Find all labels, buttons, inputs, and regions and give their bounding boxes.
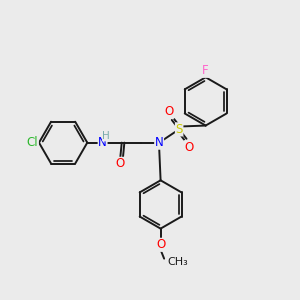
Text: Cl: Cl bbox=[27, 136, 38, 149]
Text: F: F bbox=[202, 64, 209, 77]
Text: O: O bbox=[185, 141, 194, 154]
Text: H: H bbox=[102, 131, 110, 141]
Text: N: N bbox=[98, 136, 107, 149]
Text: O: O bbox=[164, 105, 173, 118]
Text: N: N bbox=[155, 136, 164, 149]
Text: O: O bbox=[116, 157, 125, 170]
Text: S: S bbox=[176, 123, 183, 136]
Text: O: O bbox=[156, 238, 165, 251]
Text: CH₃: CH₃ bbox=[167, 257, 188, 268]
